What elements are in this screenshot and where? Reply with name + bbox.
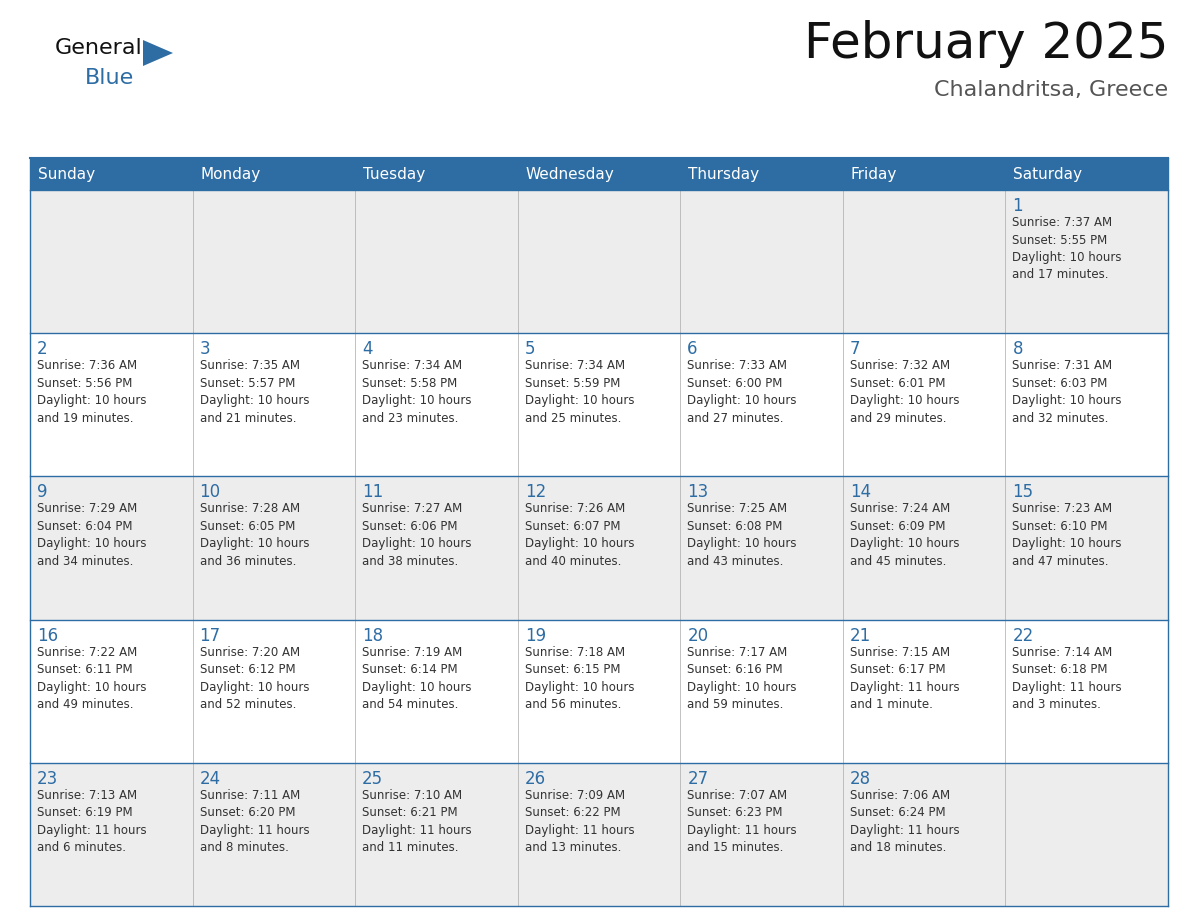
Text: 10: 10 (200, 484, 221, 501)
Text: Sunrise: 7:26 AM
Sunset: 6:07 PM
Daylight: 10 hours
and 40 minutes.: Sunrise: 7:26 AM Sunset: 6:07 PM Dayligh… (525, 502, 634, 568)
Text: 16: 16 (37, 627, 58, 644)
Text: Sunrise: 7:32 AM
Sunset: 6:01 PM
Daylight: 10 hours
and 29 minutes.: Sunrise: 7:32 AM Sunset: 6:01 PM Dayligh… (849, 359, 960, 425)
Text: Sunrise: 7:24 AM
Sunset: 6:09 PM
Daylight: 10 hours
and 45 minutes.: Sunrise: 7:24 AM Sunset: 6:09 PM Dayligh… (849, 502, 960, 568)
Polygon shape (143, 40, 173, 66)
Text: Saturday: Saturday (1013, 166, 1082, 182)
Text: 4: 4 (362, 341, 373, 358)
Bar (30, 158, 1168, 190)
Text: Tuesday: Tuesday (364, 166, 425, 182)
Text: 3: 3 (200, 341, 210, 358)
Text: Sunrise: 7:25 AM
Sunset: 6:08 PM
Daylight: 10 hours
and 43 minutes.: Sunrise: 7:25 AM Sunset: 6:08 PM Dayligh… (688, 502, 797, 568)
Text: Chalandritsa, Greece: Chalandritsa, Greece (934, 80, 1168, 100)
Text: 9: 9 (37, 484, 48, 501)
Text: Sunrise: 7:11 AM
Sunset: 6:20 PM
Daylight: 11 hours
and 8 minutes.: Sunrise: 7:11 AM Sunset: 6:20 PM Dayligh… (200, 789, 309, 855)
Text: 18: 18 (362, 627, 384, 644)
Text: Sunrise: 7:29 AM
Sunset: 6:04 PM
Daylight: 10 hours
and 34 minutes.: Sunrise: 7:29 AM Sunset: 6:04 PM Dayligh… (37, 502, 146, 568)
Text: Sunrise: 7:23 AM
Sunset: 6:10 PM
Daylight: 10 hours
and 47 minutes.: Sunrise: 7:23 AM Sunset: 6:10 PM Dayligh… (1012, 502, 1121, 568)
Text: 24: 24 (200, 770, 221, 788)
Text: Monday: Monday (201, 166, 261, 182)
Text: 11: 11 (362, 484, 384, 501)
Text: Sunrise: 7:18 AM
Sunset: 6:15 PM
Daylight: 10 hours
and 56 minutes.: Sunrise: 7:18 AM Sunset: 6:15 PM Dayligh… (525, 645, 634, 711)
Text: 13: 13 (688, 484, 708, 501)
Text: Sunrise: 7:14 AM
Sunset: 6:18 PM
Daylight: 11 hours
and 3 minutes.: Sunrise: 7:14 AM Sunset: 6:18 PM Dayligh… (1012, 645, 1121, 711)
Text: Sunrise: 7:34 AM
Sunset: 5:58 PM
Daylight: 10 hours
and 23 minutes.: Sunrise: 7:34 AM Sunset: 5:58 PM Dayligh… (362, 359, 472, 425)
Text: 2: 2 (37, 341, 48, 358)
Bar (30, 620, 1168, 763)
Text: Sunrise: 7:28 AM
Sunset: 6:05 PM
Daylight: 10 hours
and 36 minutes.: Sunrise: 7:28 AM Sunset: 6:05 PM Dayligh… (200, 502, 309, 568)
Text: Sunrise: 7:37 AM
Sunset: 5:55 PM
Daylight: 10 hours
and 17 minutes.: Sunrise: 7:37 AM Sunset: 5:55 PM Dayligh… (1012, 216, 1121, 282)
Text: Sunrise: 7:27 AM
Sunset: 6:06 PM
Daylight: 10 hours
and 38 minutes.: Sunrise: 7:27 AM Sunset: 6:06 PM Dayligh… (362, 502, 472, 568)
Text: Sunrise: 7:22 AM
Sunset: 6:11 PM
Daylight: 10 hours
and 49 minutes.: Sunrise: 7:22 AM Sunset: 6:11 PM Dayligh… (37, 645, 146, 711)
Text: Sunrise: 7:09 AM
Sunset: 6:22 PM
Daylight: 11 hours
and 13 minutes.: Sunrise: 7:09 AM Sunset: 6:22 PM Dayligh… (525, 789, 634, 855)
Text: Sunrise: 7:19 AM
Sunset: 6:14 PM
Daylight: 10 hours
and 54 minutes.: Sunrise: 7:19 AM Sunset: 6:14 PM Dayligh… (362, 645, 472, 711)
Text: Sunrise: 7:06 AM
Sunset: 6:24 PM
Daylight: 11 hours
and 18 minutes.: Sunrise: 7:06 AM Sunset: 6:24 PM Dayligh… (849, 789, 960, 855)
Text: Sunrise: 7:17 AM
Sunset: 6:16 PM
Daylight: 10 hours
and 59 minutes.: Sunrise: 7:17 AM Sunset: 6:16 PM Dayligh… (688, 645, 797, 711)
Text: 21: 21 (849, 627, 871, 644)
Text: Sunrise: 7:34 AM
Sunset: 5:59 PM
Daylight: 10 hours
and 25 minutes.: Sunrise: 7:34 AM Sunset: 5:59 PM Dayligh… (525, 359, 634, 425)
Text: 25: 25 (362, 770, 384, 788)
Text: 14: 14 (849, 484, 871, 501)
Text: Blue: Blue (86, 68, 134, 88)
Text: Sunrise: 7:33 AM
Sunset: 6:00 PM
Daylight: 10 hours
and 27 minutes.: Sunrise: 7:33 AM Sunset: 6:00 PM Dayligh… (688, 359, 797, 425)
Text: 27: 27 (688, 770, 708, 788)
Text: 28: 28 (849, 770, 871, 788)
Text: 8: 8 (1012, 341, 1023, 358)
Text: Sunrise: 7:13 AM
Sunset: 6:19 PM
Daylight: 11 hours
and 6 minutes.: Sunrise: 7:13 AM Sunset: 6:19 PM Dayligh… (37, 789, 146, 855)
Text: 22: 22 (1012, 627, 1034, 644)
Text: 17: 17 (200, 627, 221, 644)
Text: Sunrise: 7:15 AM
Sunset: 6:17 PM
Daylight: 11 hours
and 1 minute.: Sunrise: 7:15 AM Sunset: 6:17 PM Dayligh… (849, 645, 960, 711)
Text: Thursday: Thursday (688, 166, 759, 182)
Text: 6: 6 (688, 341, 697, 358)
Text: Sunrise: 7:20 AM
Sunset: 6:12 PM
Daylight: 10 hours
and 52 minutes.: Sunrise: 7:20 AM Sunset: 6:12 PM Dayligh… (200, 645, 309, 711)
Text: 1: 1 (1012, 197, 1023, 215)
Text: Sunrise: 7:07 AM
Sunset: 6:23 PM
Daylight: 11 hours
and 15 minutes.: Sunrise: 7:07 AM Sunset: 6:23 PM Dayligh… (688, 789, 797, 855)
Text: General: General (55, 38, 143, 58)
Text: 20: 20 (688, 627, 708, 644)
Text: 26: 26 (525, 770, 545, 788)
Text: 19: 19 (525, 627, 545, 644)
Text: Sunrise: 7:36 AM
Sunset: 5:56 PM
Daylight: 10 hours
and 19 minutes.: Sunrise: 7:36 AM Sunset: 5:56 PM Dayligh… (37, 359, 146, 425)
Text: February 2025: February 2025 (803, 20, 1168, 68)
Text: 5: 5 (525, 341, 536, 358)
Text: 7: 7 (849, 341, 860, 358)
Text: Sunrise: 7:10 AM
Sunset: 6:21 PM
Daylight: 11 hours
and 11 minutes.: Sunrise: 7:10 AM Sunset: 6:21 PM Dayligh… (362, 789, 472, 855)
Text: Sunrise: 7:31 AM
Sunset: 6:03 PM
Daylight: 10 hours
and 32 minutes.: Sunrise: 7:31 AM Sunset: 6:03 PM Dayligh… (1012, 359, 1121, 425)
Text: Sunrise: 7:35 AM
Sunset: 5:57 PM
Daylight: 10 hours
and 21 minutes.: Sunrise: 7:35 AM Sunset: 5:57 PM Dayligh… (200, 359, 309, 425)
Text: Friday: Friday (851, 166, 897, 182)
Text: Wednesday: Wednesday (526, 166, 614, 182)
Bar (30, 476, 1168, 620)
Text: 15: 15 (1012, 484, 1034, 501)
Bar (30, 190, 1168, 333)
Bar (30, 763, 1168, 906)
Text: Sunday: Sunday (38, 166, 95, 182)
Text: 12: 12 (525, 484, 546, 501)
Text: 23: 23 (37, 770, 58, 788)
Bar (30, 333, 1168, 476)
